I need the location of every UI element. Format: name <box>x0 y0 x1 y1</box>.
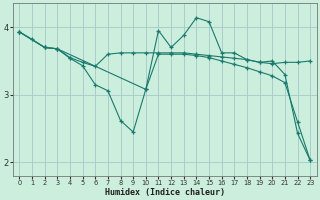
X-axis label: Humidex (Indice chaleur): Humidex (Indice chaleur) <box>105 188 225 197</box>
